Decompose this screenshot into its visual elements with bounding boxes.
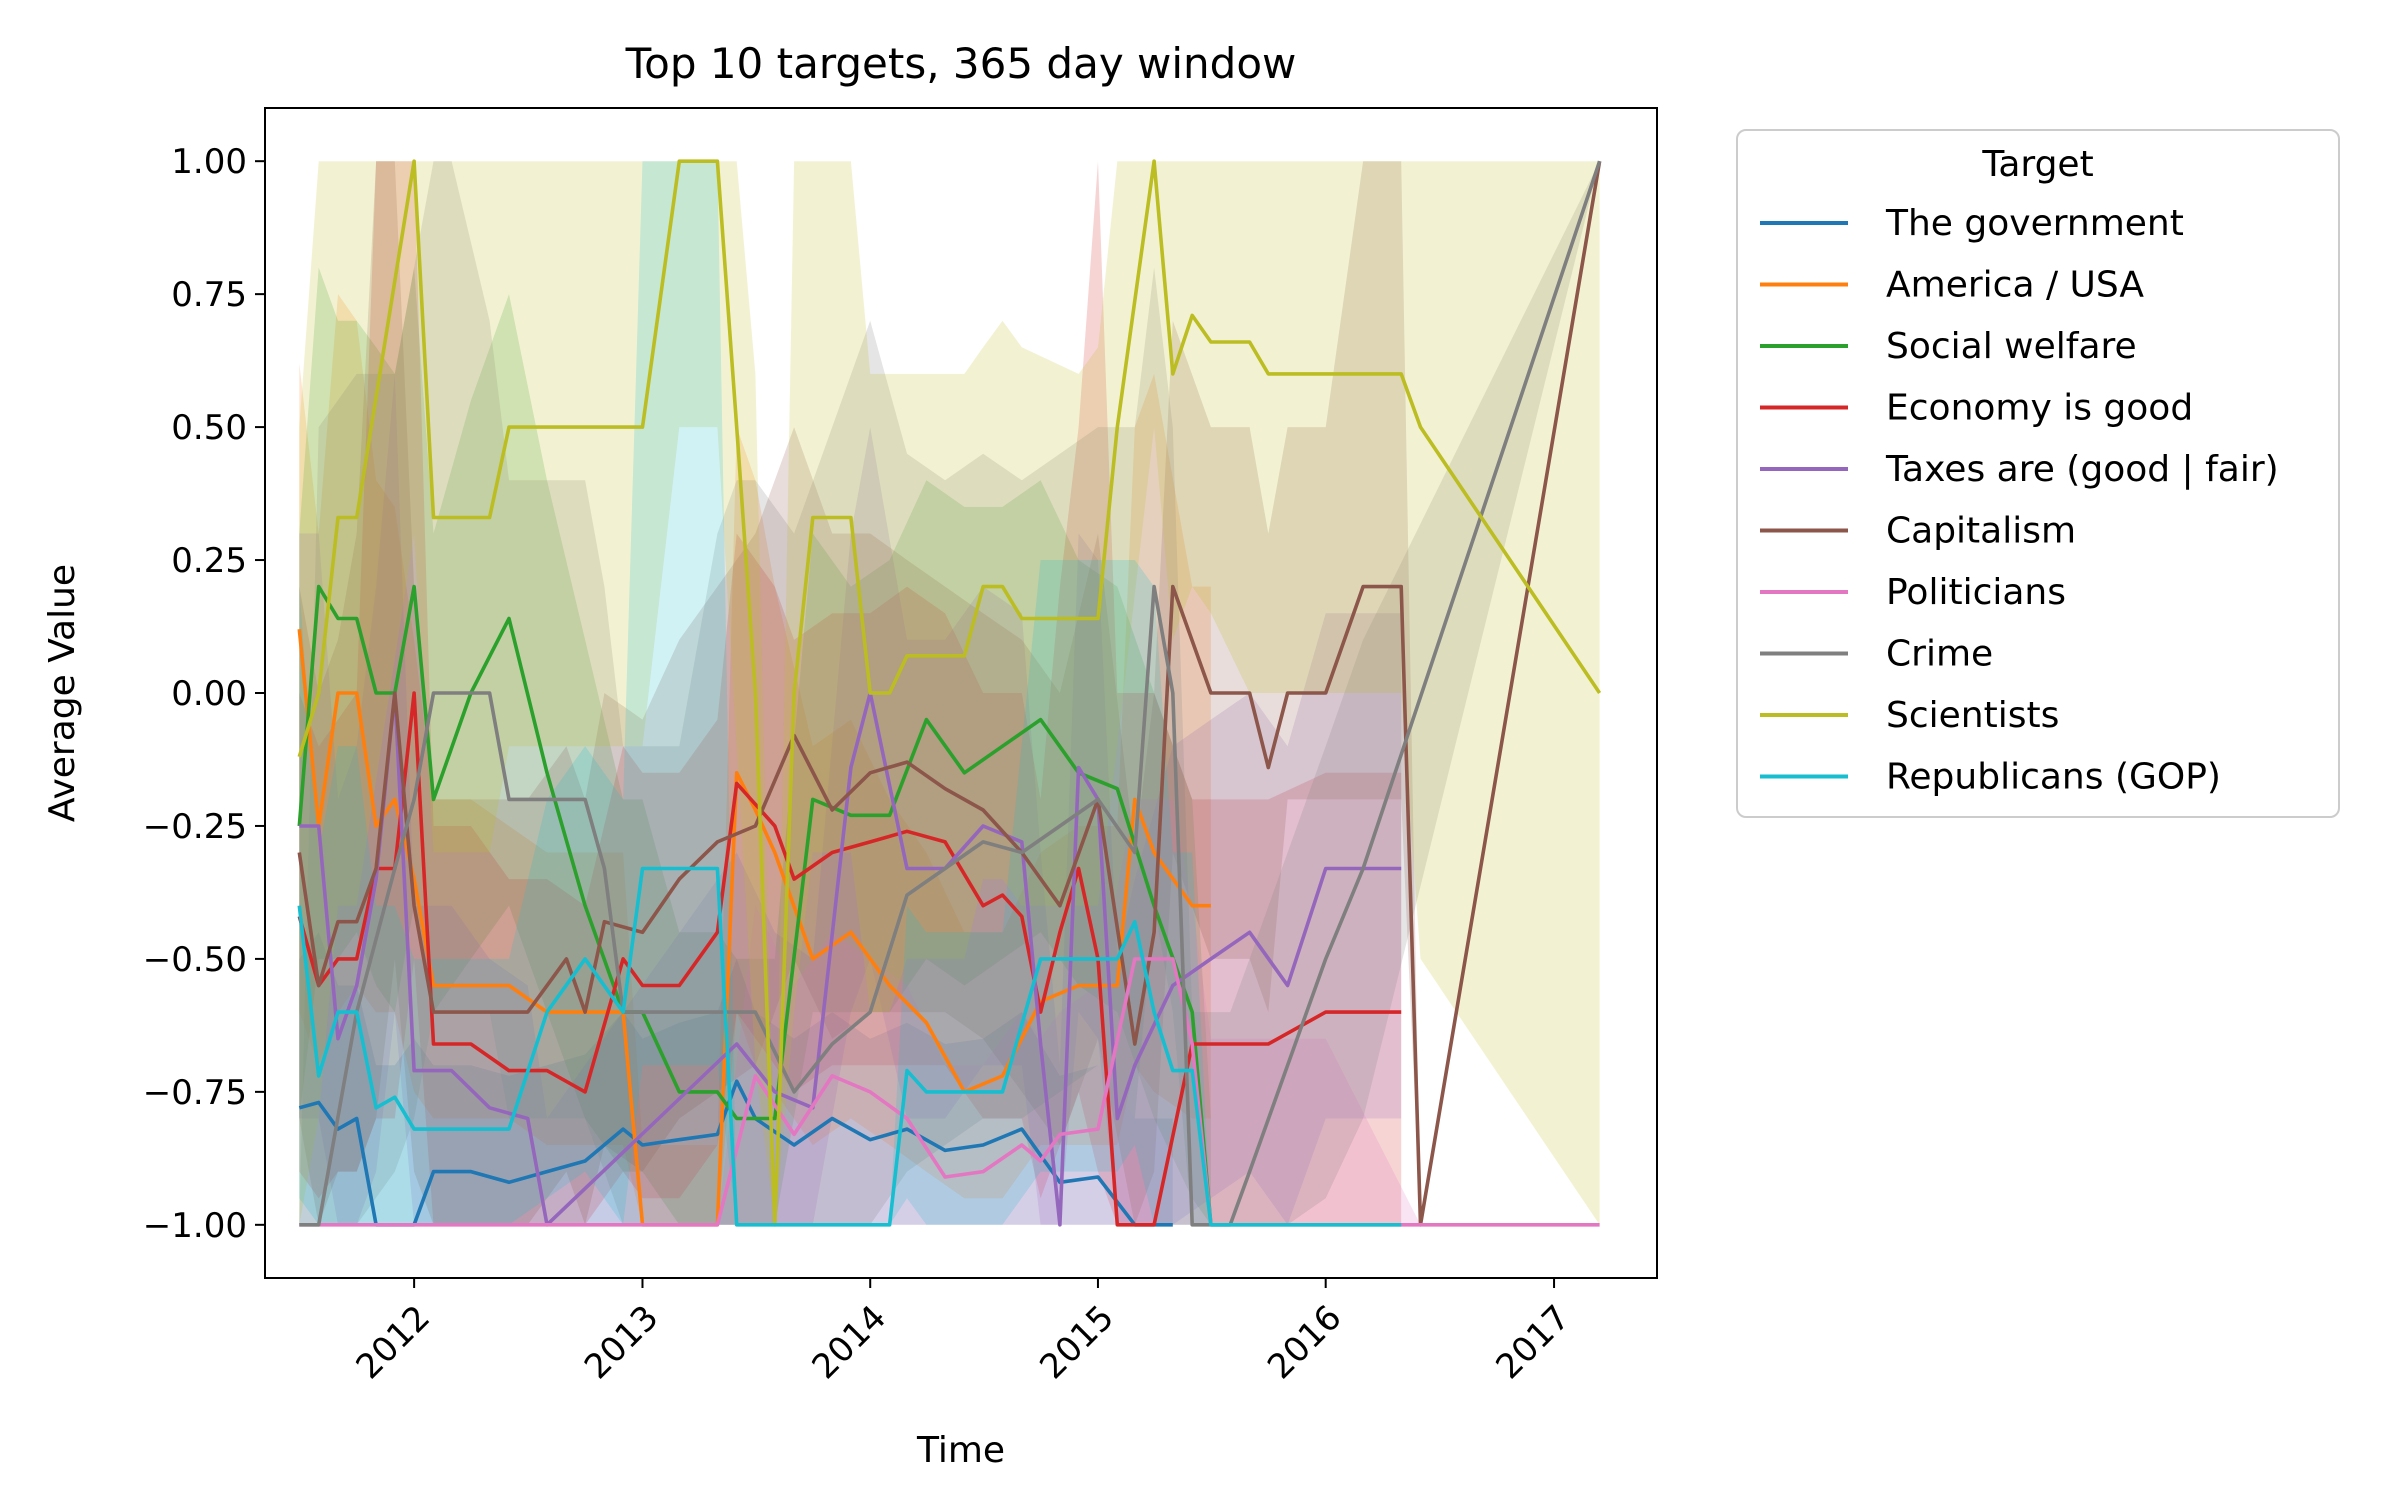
y-tick-label: 1.00: [171, 142, 247, 182]
y-axis-ticks: 1.00 0.75 0.50 0.25 0.00 −0.25 −0.50 −0.75 −1.00: [143, 142, 265, 1246]
chart-title: Top 10 targets, 365 day window: [625, 39, 1297, 88]
y-tick-label: −1.00: [143, 1206, 247, 1246]
legend-label-republicans-gop: Republicans (GOP): [1886, 757, 2221, 798]
band-politicians: [299, 799, 1600, 1225]
legend-frame: [1736, 129, 2340, 818]
y-tick-label: 0.25: [171, 541, 247, 581]
legend-label-capitalism: Capitalism: [1886, 511, 2076, 552]
series-line-america-usa: [297, 629, 1211, 1227]
legend-label-the-government: The government: [1885, 203, 2184, 244]
y-tick-label: 0.75: [171, 275, 247, 315]
series-line-taxes-are-good-fair: [299, 691, 1402, 1227]
band-republicans-gop: [299, 161, 1402, 1225]
y-tick-label: −0.25: [143, 807, 247, 847]
series-line-scientists: [297, 159, 1602, 1227]
series-line-capitalism: [297, 160, 1602, 1227]
band-america-usa: [299, 294, 1211, 1225]
series-line-economy-is-good: [297, 691, 1402, 1227]
band-social-welfare: [299, 267, 1211, 1225]
legend-label-politicians: Politicians: [1886, 572, 2066, 613]
legend-label-america-usa: America / USA: [1886, 265, 2144, 306]
y-tick-label: 0.50: [171, 408, 247, 448]
legend-title: Target: [1981, 144, 2093, 185]
legend-label-social-welfare: Social welfare: [1886, 326, 2137, 367]
legend: Target The government America / USA Social…: [1736, 129, 2340, 818]
legend-label-taxes-are-good-fair: Taxes are (good | fair): [1885, 449, 2279, 490]
x-axis-label: Time: [916, 1430, 1005, 1471]
legend-label-scientists: Scientists: [1886, 695, 2059, 736]
band-economy-is-good: [299, 161, 1402, 1225]
y-tick-label: 0.00: [171, 674, 247, 714]
y-tick-label: −0.75: [143, 1073, 247, 1113]
band-the-government: [299, 932, 1173, 1225]
series-line-republicans-gop: [297, 866, 1402, 1227]
y-tick-label: −0.50: [143, 940, 247, 980]
series-lines: [297, 159, 1602, 1227]
series-line-crime: [299, 160, 1602, 1227]
y-axis-label: Average Value: [42, 564, 83, 822]
legend-items: The government America / USA Social welfar…: [1760, 203, 2279, 798]
band-taxes-are-good-fair: [299, 373, 1402, 1225]
legend-label-crime: Crime: [1886, 634, 1993, 675]
series-line-social-welfare: [297, 584, 1213, 1225]
legend-label-economy-is-good: Economy is good: [1886, 388, 2193, 429]
